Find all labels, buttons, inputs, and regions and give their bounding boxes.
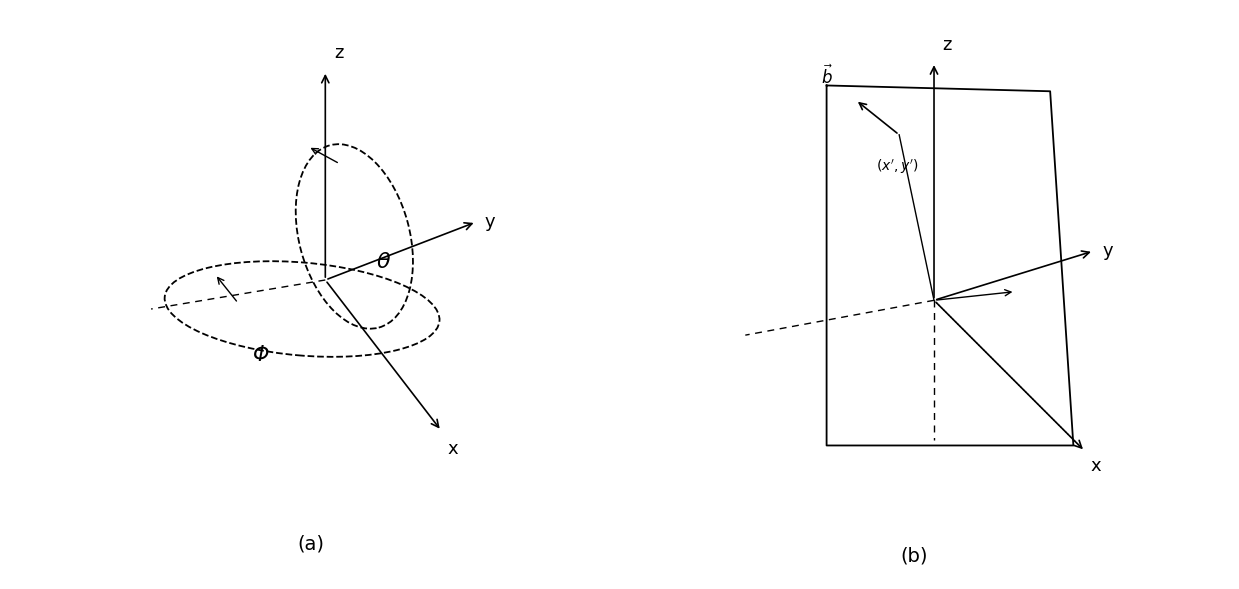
- Text: y: y: [1103, 242, 1113, 260]
- Text: θ: θ: [377, 252, 390, 272]
- Text: (b): (b): [900, 547, 928, 565]
- Text: $(x', y')$: $(x', y')$: [876, 158, 918, 176]
- Text: (a): (a): [297, 535, 325, 554]
- Text: y: y: [484, 213, 496, 231]
- Text: z: z: [943, 35, 952, 54]
- Text: x: x: [447, 439, 458, 458]
- Text: x: x: [1090, 457, 1101, 475]
- Text: $\vec{b}$: $\vec{b}$: [820, 65, 833, 88]
- Text: z: z: [335, 44, 343, 62]
- Text: Φ: Φ: [253, 345, 270, 365]
